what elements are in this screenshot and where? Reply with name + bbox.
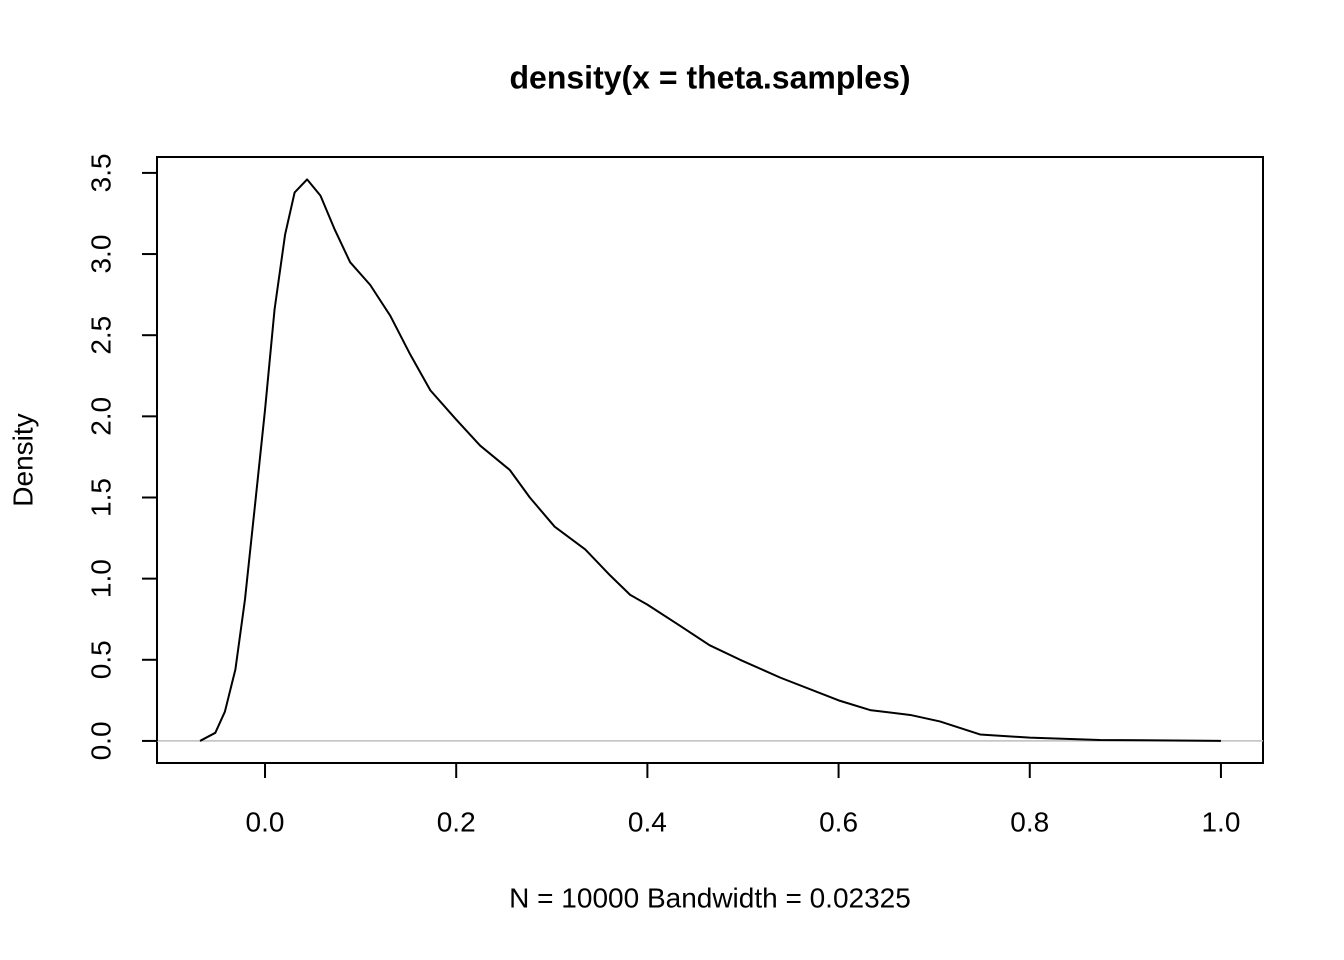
x-tick-label: 0.8 — [1010, 806, 1049, 837]
x-tick-label: 0.0 — [246, 806, 285, 837]
x-tick-label: 1.0 — [1201, 806, 1240, 837]
y-tick-label: 2.5 — [85, 316, 116, 355]
y-tick-label: 0.5 — [85, 640, 116, 679]
y-tick-label: 3.0 — [85, 235, 116, 274]
x-tick-label: 0.4 — [628, 806, 667, 837]
y-tick-label: 3.5 — [85, 153, 116, 192]
y-tick-label: 0.0 — [85, 721, 116, 760]
y-tick-label: 1.0 — [85, 559, 116, 598]
x-axis-label: N = 10000 Bandwidth = 0.02325 — [509, 882, 911, 913]
chart-title: density(x = theta.samples) — [509, 59, 910, 95]
y-tick-label: 1.5 — [85, 478, 116, 517]
x-tick-label: 0.2 — [437, 806, 476, 837]
density-line — [199, 178, 1221, 742]
y-axis-label: Density — [7, 413, 38, 506]
y-tick-label: 2.0 — [85, 397, 116, 436]
x-tick-label: 0.6 — [819, 806, 858, 837]
